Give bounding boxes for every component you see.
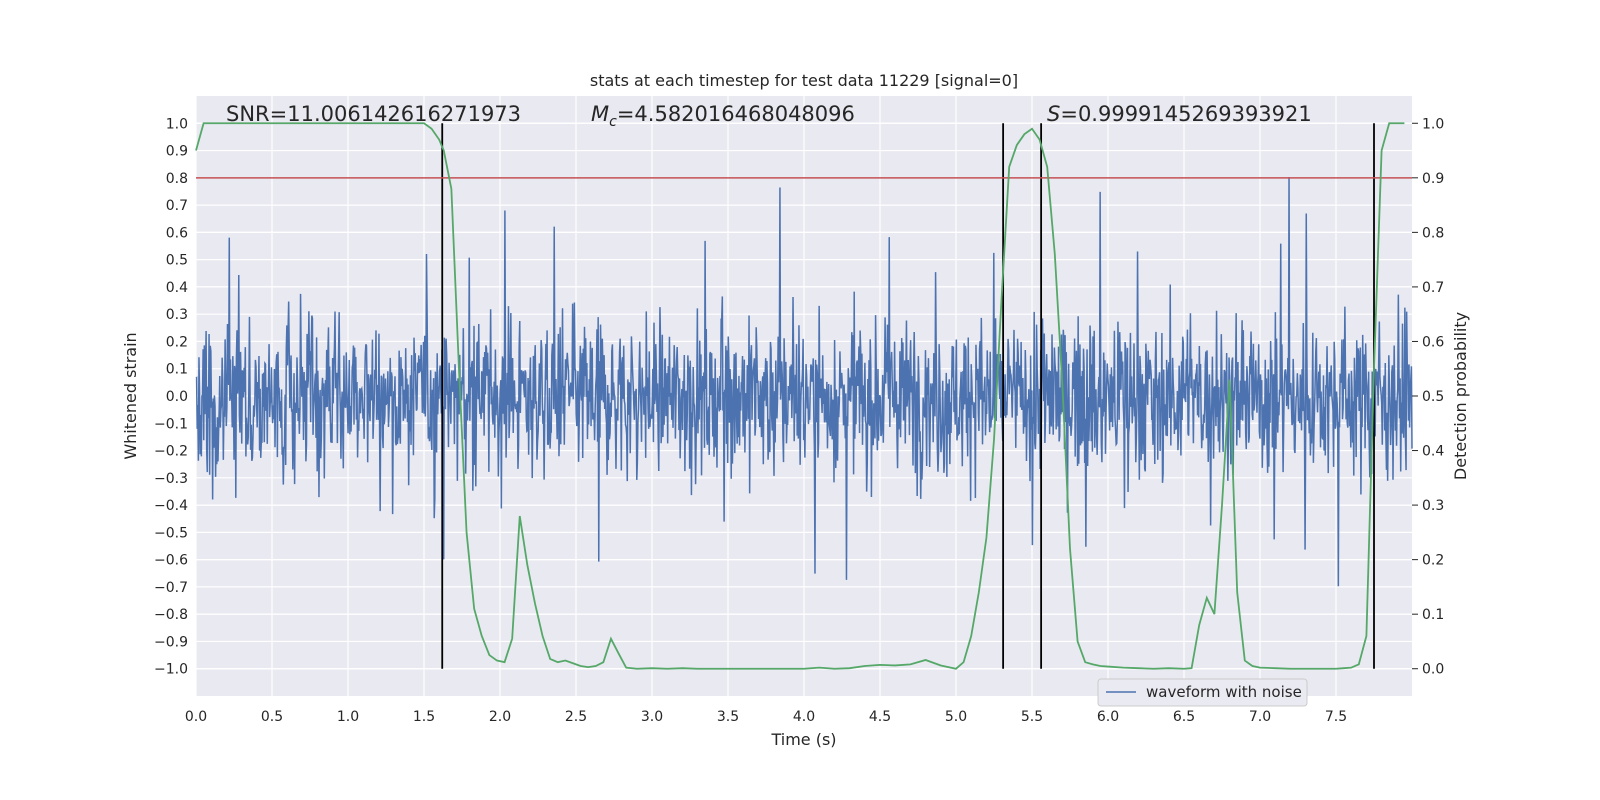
legend-box: [1097, 678, 1308, 707]
y-tick-label-17: 0.7: [166, 198, 188, 214]
x-tick-label-5: 2.5: [565, 709, 587, 725]
y2-tick-label-9: 0.9: [1422, 171, 1444, 187]
y-tick-label-16: 0.6: [166, 225, 188, 241]
x-tick-label-14: 7.0: [1249, 709, 1271, 725]
y-tick-label-12: 0.2: [166, 334, 188, 350]
y2-axis-ticks: 0.0 0.1 0.2 0.3 0.4 0.5 0.6 0.7 0.8 0.9 1.0: [1412, 116, 1444, 678]
x-tick-label-10: 5.0: [945, 709, 967, 725]
y-tick-label-2: −0.8: [154, 607, 188, 623]
chirp-mass-symbol: M: [591, 102, 609, 126]
y-tick-label-14: 0.4: [166, 280, 188, 296]
waveform-series: [195, 177, 1413, 587]
y-tick-label-20: 1.0: [166, 116, 188, 132]
y2-tick-label-7: 0.7: [1422, 280, 1444, 296]
x-tick-label-15: 7.5: [1325, 709, 1347, 725]
y-tick-label-18: 0.8: [166, 171, 188, 187]
y-tick-label-7: −0.3: [154, 471, 188, 487]
y-tick-label-13: 0.3: [166, 307, 188, 323]
chirp-mass-annotation: Mc=4.582016468048096: [591, 102, 855, 130]
x-tick-label-9: 4.5: [869, 709, 891, 725]
y-tick-label-15: 0.5: [166, 253, 188, 269]
x-tick-label-4: 2.0: [489, 709, 511, 725]
chirp-mass-subscript: c: [609, 114, 617, 130]
y-tick-label-6: −0.4: [154, 498, 188, 514]
x-tick-label-6: 3.0: [641, 709, 663, 725]
x-axis-label: Time (s): [770, 730, 836, 749]
x-tick-label-3: 1.5: [413, 709, 435, 725]
s-annotation: S=0.9999145269393921: [1047, 102, 1312, 126]
chirp-mass-value: =4.582016468048096: [617, 102, 855, 126]
snr-annotation: SNR=11.006142616271973: [226, 102, 521, 126]
y2-tick-label-10: 1.0: [1422, 116, 1444, 132]
y-tick-label-10: 0.0: [166, 389, 188, 405]
y-tick-label-0: −1.0: [154, 662, 188, 678]
s-symbol: S: [1047, 102, 1060, 126]
x-tick-label-7: 3.5: [717, 709, 739, 725]
y2-tick-label-0: 0.0: [1422, 662, 1444, 678]
detection-probability-line: [195, 122, 1405, 670]
legend: waveform with noise: [1097, 678, 1308, 707]
y-tick-label-5: −0.5: [154, 525, 188, 541]
y2-tick-label-5: 0.5: [1422, 389, 1444, 405]
y-tick-label-11: 0.1: [166, 362, 188, 378]
x-axis-ticks: 0.0 0.5 1.0 1.5 2.0 2.5 3.0 3.5 4.0 4.5 5.0 5.5 6.0 6…: [185, 709, 1347, 725]
y2-tick-label-2: 0.2: [1422, 553, 1444, 569]
y2-tick-label-3: 0.3: [1422, 498, 1444, 514]
y-axis-ticks: −1.0 −0.9 −0.8 −0.7 −0.6 −0.5 −0.4 −0.3 −0.2 −0.1…: [154, 116, 188, 677]
x-tick-label-12: 6.0: [1097, 709, 1119, 725]
x-tick-label-2: 1.0: [337, 709, 359, 725]
chart-title: stats at each timestep for test data 112…: [590, 71, 1018, 90]
x-tick-label-11: 5.5: [1021, 709, 1043, 725]
y-tick-label-4: −0.6: [154, 553, 188, 569]
y2-tick-label-1: 0.1: [1422, 607, 1444, 623]
y-tick-label-19: 0.9: [166, 144, 188, 160]
y2-tick-label-8: 0.8: [1422, 225, 1444, 241]
legend-label: waveform with noise: [1146, 683, 1302, 701]
y2-tick-label-6: 0.6: [1422, 334, 1444, 350]
x-tick-label-13: 6.5: [1173, 709, 1195, 725]
detection-probability-series: [195, 122, 1405, 670]
x-tick-label-8: 4.0: [793, 709, 815, 725]
y2-tick-label-4: 0.4: [1422, 444, 1444, 460]
x-tick-label-0: 0.0: [185, 709, 207, 725]
y-tick-label-9: −0.1: [154, 416, 188, 432]
s-value: =0.9999145269393921: [1060, 102, 1311, 126]
y-axis-label: Whitened strain: [121, 332, 140, 459]
waveform-line: [195, 177, 1413, 587]
x-tick-label-1: 0.5: [261, 709, 283, 725]
y-tick-label-8: −0.2: [154, 444, 188, 460]
y2-axis-label: Detection probability: [1451, 312, 1470, 480]
y-tick-label-3: −0.7: [154, 580, 188, 596]
y-tick-label-1: −0.9: [154, 634, 188, 650]
